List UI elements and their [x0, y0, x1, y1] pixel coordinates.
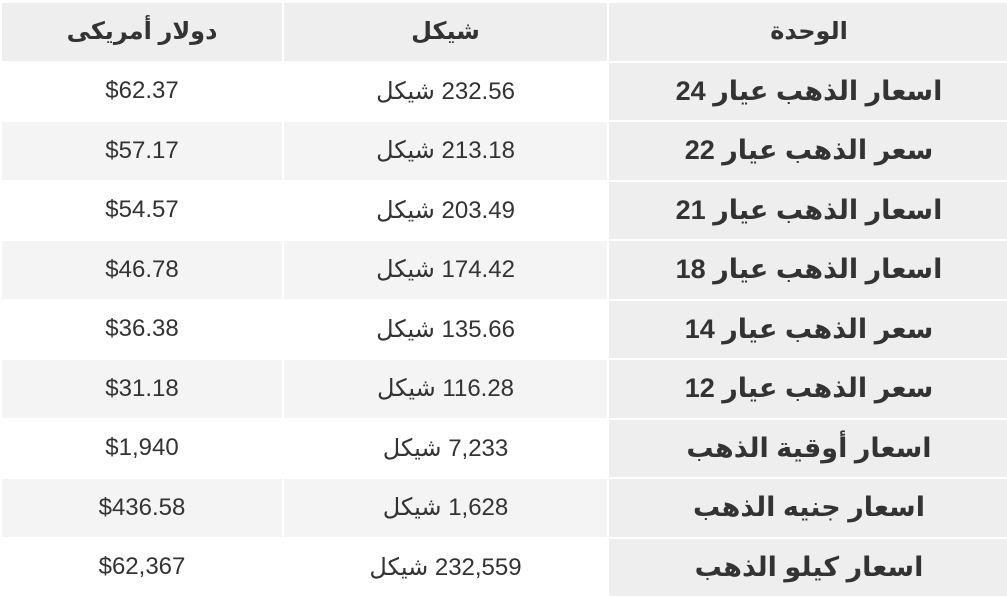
table-row: اسعار جنيه الذهب 1,628 شيكل $436.58	[2, 479, 1007, 537]
shekel-cell: 232,559 شيكل	[284, 538, 607, 596]
header-usd: دولار أمريكى	[2, 3, 282, 61]
shekel-cell: 7,233 شيكل	[284, 419, 607, 477]
usd-cell: $1,940	[2, 419, 282, 477]
table-row: اسعار الذهب عيار 18 174.42 شيكل $46.78	[2, 241, 1007, 299]
usd-cell: $62.37	[2, 62, 282, 120]
shekel-cell: 203.49 شيكل	[284, 181, 607, 239]
shekel-cell: 213.18 شيكل	[284, 122, 607, 180]
shekel-cell: 174.42 شيكل	[284, 241, 607, 299]
usd-cell: $31.18	[2, 360, 282, 418]
usd-cell: $436.58	[2, 479, 282, 537]
table-row: سعر الذهب عيار 14 135.66 شيكل $36.38	[2, 300, 1007, 358]
unit-cell: اسعار جنيه الذهب	[609, 479, 1007, 537]
table-row: اسعار الذهب عيار 21 203.49 شيكل $54.57	[2, 181, 1007, 239]
header-unit: الوحدة	[609, 3, 1007, 61]
usd-cell: $57.17	[2, 122, 282, 180]
shekel-cell: 1,628 شيكل	[284, 479, 607, 537]
unit-cell: اسعار الذهب عيار 18	[609, 241, 1007, 299]
table-row: اسعار الذهب عيار 24 232.56 شيكل $62.37	[2, 62, 1007, 120]
unit-cell: اسعار أوقية الذهب	[609, 419, 1007, 477]
header-row: الوحدة شيكل دولار أمريكى	[2, 3, 1007, 61]
usd-cell: $54.57	[2, 181, 282, 239]
shekel-cell: 135.66 شيكل	[284, 300, 607, 358]
table-row: سعر الذهب عيار 22 213.18 شيكل $57.17	[2, 122, 1007, 180]
usd-cell: $36.38	[2, 300, 282, 358]
unit-cell: اسعار الذهب عيار 21	[609, 181, 1007, 239]
shekel-cell: 116.28 شيكل	[284, 360, 607, 418]
unit-cell: سعر الذهب عيار 14	[609, 300, 1007, 358]
usd-cell: $62,367	[2, 538, 282, 596]
usd-cell: $46.78	[2, 241, 282, 299]
table-row: اسعار كيلو الذهب 232,559 شيكل $62,367	[2, 538, 1007, 596]
table-row: اسعار أوقية الذهب 7,233 شيكل $1,940	[2, 419, 1007, 477]
header-shekel: شيكل	[284, 3, 607, 61]
shekel-cell: 232.56 شيكل	[284, 62, 607, 120]
unit-cell: اسعار كيلو الذهب	[609, 538, 1007, 596]
unit-cell: سعر الذهب عيار 22	[609, 122, 1007, 180]
unit-cell: اسعار الذهب عيار 24	[609, 62, 1007, 120]
table-row: سعر الذهب عيار 12 116.28 شيكل $31.18	[2, 360, 1007, 418]
unit-cell: سعر الذهب عيار 12	[609, 360, 1007, 418]
